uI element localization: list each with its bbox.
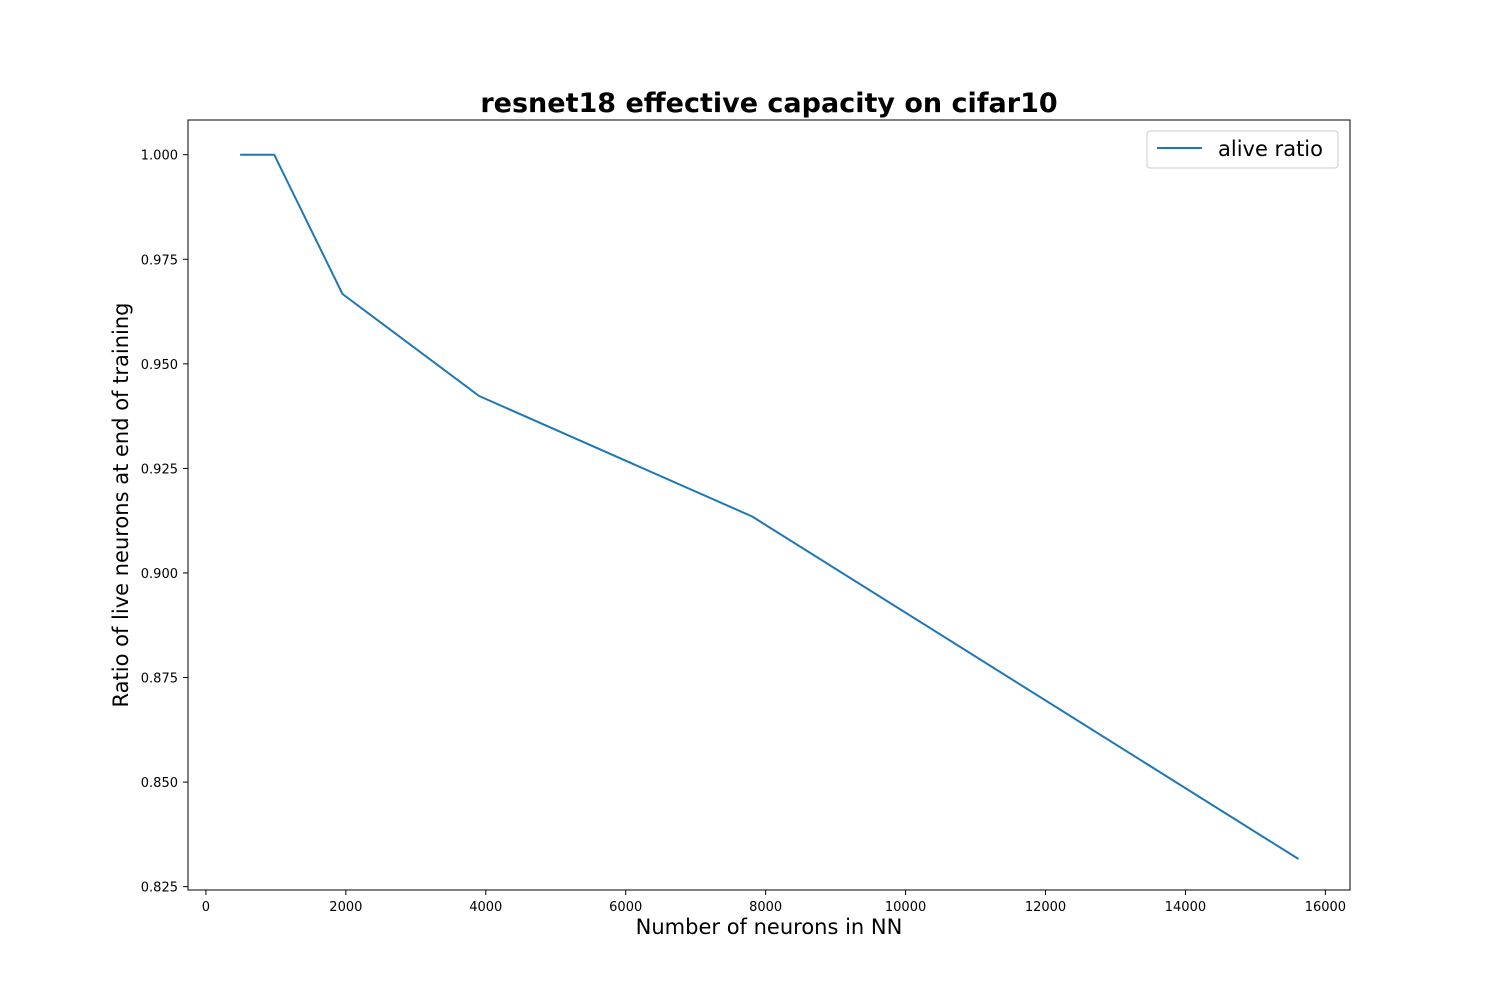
y-tick-label: 0.975 [141,253,178,268]
y-tick-label: 1.000 [141,149,178,164]
legend: alive ratio [1146,130,1339,169]
x-tick-label: 0 [202,900,210,915]
legend-box [1146,130,1339,169]
y-axis-label: Ratio of live neurons at end of training [109,303,133,708]
x-tick-label: 10000 [885,900,926,915]
x-tick-label: 14000 [1165,900,1206,915]
x-tick-label: 4000 [469,900,502,915]
x-axis-label: Number of neurons in NN [636,915,903,939]
y-tick-label: 0.900 [141,567,178,582]
x-tick-label: 2000 [329,900,362,915]
x-tick-label: 16000 [1305,900,1346,915]
plot-frame [187,119,1351,891]
x-tick-label: 8000 [749,900,782,915]
x-tick-label: 12000 [1025,900,1066,915]
y-tick-label: 0.825 [141,881,178,896]
y-tick-label: 0.950 [141,358,178,373]
y-tick-label: 0.850 [141,776,178,791]
chart-title: resnet18 effective capacity on cifar10 [480,88,1057,119]
y-tick-label: 0.925 [141,462,178,477]
y-tick-label: 0.875 [141,672,178,687]
x-axis-ticks: 0 2000 4000 6000 8000 10000 12000 14000 16000 [202,890,1346,915]
series-line-alive-ratio [240,153,1300,860]
legend-label: alive ratio [1218,137,1323,161]
x-tick-label: 6000 [609,900,642,915]
series-layer [240,153,1300,860]
plot-area [188,120,1350,890]
y-axis-ticks: 0.825 0.850 0.875 0.900 0.925 0.950 0.975 1.000 [141,149,188,896]
